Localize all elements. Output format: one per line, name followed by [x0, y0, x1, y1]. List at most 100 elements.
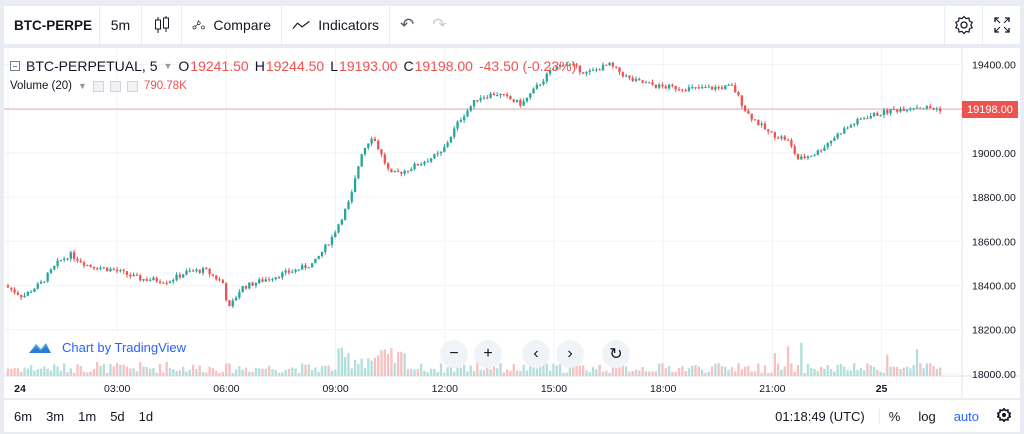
volume-bar: [482, 370, 486, 376]
candle-body: [773, 132, 777, 138]
volume-bar: [552, 363, 555, 376]
candle-body: [406, 170, 410, 172]
candle-body: [380, 149, 383, 155]
candle-body: [82, 262, 86, 266]
volume-bar: [277, 372, 281, 376]
volume-bar: [188, 369, 191, 376]
candle-body: [96, 268, 99, 270]
fullscreen-button[interactable]: [982, 6, 1020, 44]
candle-body: [119, 270, 122, 272]
volume-bar: [79, 366, 82, 376]
reset-chart-button[interactable]: ↻: [602, 340, 630, 368]
volume-bar: [119, 365, 122, 376]
candle-body: [211, 274, 215, 276]
candle-body: [720, 87, 724, 89]
volume-bar: [29, 365, 33, 376]
chart-type-button[interactable]: [142, 6, 182, 44]
volume-bar: [20, 371, 23, 376]
chart-settings-button[interactable]: [988, 406, 1020, 425]
time-tick-label: 21:00: [759, 383, 785, 395]
volume-bar: [912, 365, 915, 376]
candle-body: [334, 232, 337, 237]
range-1d[interactable]: 1d: [138, 408, 154, 424]
candle-body: [763, 123, 767, 130]
volume-caret-icon[interactable]: ▼: [78, 81, 87, 91]
indicators-button[interactable]: Indicators: [282, 6, 390, 44]
volume-bar: [327, 365, 330, 376]
volume-bar: [505, 369, 509, 376]
volume-bar: [360, 358, 363, 376]
range-3m[interactable]: 3m: [46, 408, 65, 424]
candle-body: [724, 85, 727, 89]
candle-body: [191, 270, 195, 272]
volume-bar: [667, 366, 671, 376]
collapse-legend-icon[interactable]: [10, 61, 20, 71]
log-toggle[interactable]: log: [918, 408, 936, 424]
volume-bar: [310, 370, 314, 376]
volume-bar: [320, 366, 324, 376]
candle-body: [221, 280, 225, 284]
settings-button[interactable]: [944, 6, 982, 44]
range-6m[interactable]: 6m: [14, 408, 33, 424]
volume-label[interactable]: Volume (20): [10, 80, 73, 92]
candle-body: [343, 208, 347, 220]
volume-bar: [231, 372, 234, 376]
reset-controls: ↻: [602, 340, 630, 370]
tradingview-watermark[interactable]: Chart by TradingView: [18, 332, 197, 362]
compare-button[interactable]: Compare: [182, 6, 282, 44]
candle-body: [707, 86, 710, 88]
volume-bar: [859, 367, 862, 376]
study-settings-icon[interactable]: [109, 80, 121, 92]
candle-body: [575, 64, 578, 66]
legend-symbol[interactable]: BTC-PERPETUAL, 5: [26, 58, 158, 74]
auto-scale-toggle[interactable]: auto: [953, 408, 979, 424]
volume-bar: [449, 366, 453, 376]
candle-body: [383, 154, 386, 164]
zoom-out-button[interactable]: −: [440, 340, 468, 368]
volume-bar: [853, 363, 856, 376]
volume-bar: [621, 364, 624, 376]
volume-bar: [6, 368, 10, 376]
candle-body: [783, 136, 786, 140]
volume-bar: [343, 357, 347, 376]
remove-study-icon[interactable]: [126, 80, 138, 92]
volume-bar: [800, 342, 803, 376]
range-1m[interactable]: 1m: [78, 408, 97, 424]
redo-icon[interactable]: ↷: [432, 15, 447, 34]
candle-body: [697, 87, 700, 89]
interval-button[interactable]: 5m: [100, 6, 142, 44]
zoom-in-button[interactable]: +: [474, 340, 502, 368]
volume-bar: [396, 351, 400, 376]
volume-bar: [251, 371, 254, 376]
undo-icon[interactable]: ↶: [400, 15, 415, 34]
volume-bar: [76, 364, 79, 376]
percent-toggle[interactable]: %: [888, 408, 901, 424]
legend-caret-icon[interactable]: ▼: [163, 61, 173, 71]
symbol-search[interactable]: BTC-PERPE: [4, 6, 100, 44]
volume-value: 790.78K: [143, 80, 187, 92]
bottom-toolbar: 6m 3m 1m 5d 1d 01:18:49 (UTC) % log auto: [4, 400, 1020, 432]
range-5d[interactable]: 5d: [110, 408, 125, 424]
scroll-right-button[interactable]: ›: [556, 340, 584, 368]
candle-body: [106, 267, 109, 272]
candle-body: [175, 274, 178, 281]
candle-body: [922, 108, 925, 110]
candle-body: [634, 78, 638, 82]
candle-body: [502, 94, 505, 96]
price-tick-label: 19400.00: [972, 60, 1016, 72]
chart-pane[interactable]: 19400.0019200.0019000.0018800.0018600.00…: [4, 48, 1020, 398]
utc-clock[interactable]: 01:18:49 (UTC): [766, 408, 880, 424]
candle-body: [420, 163, 423, 166]
candle-body: [935, 108, 938, 110]
volume-bar: [519, 371, 522, 376]
candle-body: [377, 140, 380, 150]
settings-icon: [954, 15, 973, 35]
candle-body: [142, 279, 145, 281]
time-tick-label: 25: [876, 383, 888, 395]
volume-bar: [826, 364, 829, 376]
candle-body: [492, 93, 496, 96]
volume-bar: [218, 372, 221, 376]
scroll-left-button[interactable]: ‹: [522, 340, 550, 368]
high-label: H: [254, 58, 265, 74]
hide-study-icon[interactable]: [92, 80, 104, 92]
